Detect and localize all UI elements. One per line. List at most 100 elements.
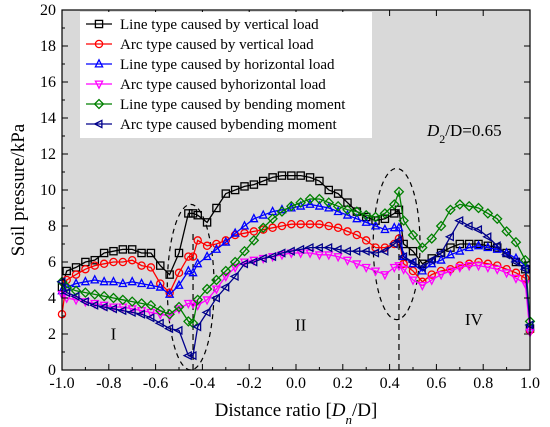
series-1-point-5 — [99, 259, 109, 269]
series-3-point-49 — [492, 265, 502, 275]
legend-marker-3 — [94, 80, 104, 90]
series-3-point-32 — [342, 256, 353, 266]
series-0-point-18 — [212, 203, 221, 213]
series-2-point-3 — [80, 276, 91, 286]
series-3-point-29 — [314, 251, 325, 261]
x-tick-label-3: -0.4 — [190, 375, 215, 392]
series-4-point-13 — [173, 301, 185, 313]
series-1-point-3 — [81, 264, 90, 274]
series-3-point-51 — [511, 274, 521, 284]
series-5-point-43 — [435, 248, 445, 258]
series-4-point-17 — [201, 283, 213, 295]
series-4-point-38 — [393, 186, 405, 198]
series-5-point-50 — [500, 250, 511, 260]
series-4-point-27 — [295, 197, 306, 208]
series-2-point-4 — [90, 274, 100, 284]
series-4-point-3 — [80, 287, 91, 298]
series-5-point-10 — [145, 313, 155, 323]
series-2-point-11 — [155, 281, 165, 291]
series-0-point-30 — [324, 185, 334, 195]
series-1-point-26 — [287, 219, 296, 229]
series-2-point-38 — [394, 222, 404, 232]
series-1-point-22 — [249, 227, 259, 236]
axis-ticks: -1.0 -0.8 -0.6 -0.4 -0.2 0.0 0.2 0.4 0.6 0.8 1.0 0 2… — [40, 2, 540, 392]
series-3-point-42 — [427, 276, 437, 286]
series-5-point-42 — [426, 255, 436, 265]
series-4-point-43 — [435, 220, 447, 232]
series-4-point-41 — [417, 242, 428, 253]
series-4-point-22 — [248, 235, 260, 246]
series-3-point-50 — [501, 269, 512, 279]
series-5-point-34 — [360, 246, 370, 256]
series-2-point-6 — [108, 276, 119, 286]
series-1-point-32 — [343, 227, 352, 236]
series-0-point-6 — [109, 246, 118, 256]
series-5-point-44 — [444, 232, 454, 242]
series-5-point-22 — [248, 257, 258, 267]
series-5-point-8 — [126, 307, 136, 318]
series-2-point-9 — [136, 277, 147, 288]
legend-label-4: Line type caused by bending moment — [120, 97, 346, 113]
series-5-point-33 — [351, 246, 361, 256]
series-1-point-31 — [333, 223, 343, 233]
y-tick-label-8: 16 — [40, 74, 56, 91]
series-1-point-17 — [202, 241, 212, 251]
series-0-point-40 — [408, 246, 418, 256]
series-5-point-52 — [519, 264, 529, 274]
series-1-point-30 — [324, 221, 334, 231]
series-1-point-4 — [90, 261, 100, 270]
series-5-point-48 — [482, 232, 492, 242]
series-3-point-44 — [445, 267, 456, 277]
series-0-point-10 — [146, 248, 156, 258]
series-1-point-14 — [184, 252, 193, 261]
series-4-point-8 — [126, 296, 138, 307]
series-4-point-37 — [388, 199, 400, 210]
x-axis-title-lead: Distance ratio [ — [215, 400, 332, 421]
series-0-point-22 — [249, 180, 259, 189]
series-3-line — [61, 252, 531, 333]
series-5-point-6 — [107, 304, 118, 314]
series-2-point-19 — [221, 236, 231, 246]
y-tick-label-4: 8 — [48, 218, 56, 235]
series-4-line — [61, 189, 531, 325]
series-4-point-33 — [351, 206, 363, 217]
series-0-point-21 — [240, 182, 249, 191]
series-0-point-16 — [193, 210, 202, 220]
series-0-point-13 — [174, 248, 184, 258]
series-2-point-43 — [436, 254, 446, 264]
x-tick-label-4: -0.2 — [237, 375, 262, 392]
series-5-point-37 — [388, 239, 398, 249]
series-5-point-21 — [238, 259, 249, 269]
series-4-point-49 — [491, 213, 503, 225]
series-5-point-1 — [61, 287, 71, 298]
series-2-point-29 — [314, 200, 325, 210]
series-4-point-24 — [267, 213, 278, 225]
series-4-point-35 — [370, 211, 381, 223]
series-0-point-11 — [156, 261, 165, 270]
series-4-point-6 — [108, 292, 119, 304]
series-2-point-35 — [370, 220, 381, 230]
x-axis-title-subscript: n — [346, 412, 353, 427]
series-4-point-46 — [463, 200, 475, 212]
series-4 — [56, 186, 536, 329]
series-3-point-14 — [183, 299, 194, 310]
series-1-point-23 — [258, 225, 268, 234]
series-3-point-27 — [296, 249, 306, 259]
legend-item-4: Line type caused by bending moment — [86, 97, 346, 113]
x-tick-label-8: 0.6 — [426, 375, 446, 392]
series-2-point-47 — [473, 240, 484, 250]
series-1-point-13 — [174, 268, 184, 278]
series-3-point-39 — [398, 265, 409, 275]
legend-label-1: Arc type caused by vertical load — [120, 37, 314, 53]
series-2-point-23 — [258, 209, 268, 219]
series-5-point-26 — [285, 246, 295, 256]
legend-item-2: Line type caused by horizontal load — [86, 57, 335, 73]
legend: Line type caused by vertical load Arc typ… — [80, 12, 372, 138]
y-tick-label-3: 6 — [48, 254, 56, 271]
series-5-point-27 — [295, 244, 305, 255]
series-5-point-17 — [201, 307, 211, 318]
series-5-point-25 — [276, 248, 286, 258]
series-0-point-29 — [315, 176, 324, 186]
series-1-point-42 — [427, 270, 436, 279]
series-3-point-47 — [473, 262, 484, 272]
